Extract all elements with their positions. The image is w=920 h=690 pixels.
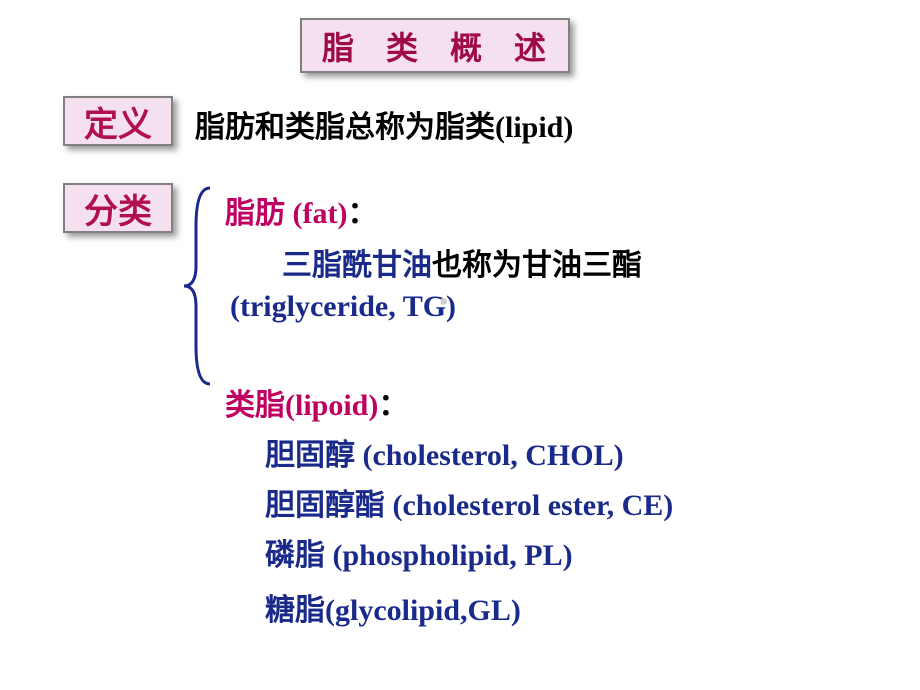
fat-line1-blue: 三脂酰甘油 bbox=[282, 249, 432, 282]
lipoid-item-4: 糖脂(glycolipid,GL) bbox=[265, 585, 521, 629]
lipoid-heading: 类脂(lipoid)： bbox=[225, 380, 408, 424]
lipoid-item-1: 胆固醇 (cholesterol, CHOL) bbox=[265, 430, 624, 474]
fat-line-2: (triglyceride, TG) bbox=[230, 290, 456, 324]
fat-heading: 脂肪 (fat)： bbox=[225, 188, 377, 232]
definition-label-box: 定义 bbox=[63, 96, 173, 146]
lipoid-heading-zh: 类脂 bbox=[225, 389, 285, 422]
classification-label-box: 分类 bbox=[63, 183, 173, 233]
definition-label: 定义 bbox=[84, 97, 152, 146]
fat-line1-black: 也称为甘油三酯 bbox=[432, 249, 642, 282]
page-title: 脂 类 概 述 bbox=[322, 23, 558, 69]
fat-heading-colon: ： bbox=[347, 197, 377, 230]
brace-icon bbox=[180, 186, 220, 386]
fat-heading-en: (fat) bbox=[293, 197, 348, 230]
lipoid-item-2: 胆固醇酯 (cholesterol ester, CE) bbox=[265, 480, 673, 524]
lipoid-item-3: 磷脂 (phospholipid, PL) bbox=[265, 530, 573, 574]
lipoid-heading-colon: ： bbox=[378, 389, 408, 422]
page-title-box: 脂 类 概 述 bbox=[300, 18, 570, 73]
classification-label: 分类 bbox=[84, 184, 152, 233]
lipoid-heading-en: (lipoid) bbox=[285, 389, 378, 422]
watermark: ■ bbox=[440, 294, 447, 308]
fat-heading-zh: 脂肪 bbox=[225, 197, 293, 230]
definition-text: 脂肪和类脂总称为脂类(lipid) bbox=[195, 102, 573, 146]
fat-line-1: 三脂酰甘油也称为甘油三酯 bbox=[282, 240, 642, 284]
